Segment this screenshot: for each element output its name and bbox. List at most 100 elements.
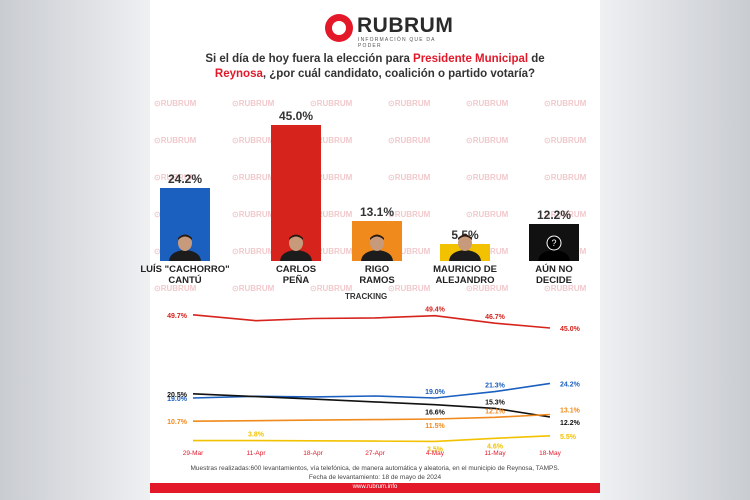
watermark-text: ⊙RUBRUM (544, 173, 587, 182)
tracking-data-label: 21.3% (485, 383, 506, 390)
watermark-text: ⊙RUBRUM (544, 100, 587, 108)
candidate-name-line: RAMOS (359, 275, 395, 286)
tracking-data-label: 5.5% (560, 434, 577, 441)
footer-url[interactable]: www.rubrum.info (352, 484, 398, 490)
candidate-name: RIGO RAMOS (327, 264, 427, 286)
tracking-line-0 (192, 314, 551, 329)
watermark-text: ⊙RUBRUM (232, 100, 275, 108)
tracking-data-label: 46.7% (485, 314, 506, 321)
tracking-data-label: 24.2% (560, 381, 581, 388)
watermark-text: ⊙RUBRUM (388, 100, 431, 108)
tracking-data-label: 20.5% (167, 392, 188, 399)
tracking-line-4 (193, 435, 551, 443)
watermark-text: ⊙RUBRUM (466, 136, 509, 145)
watermark-text: ⊙RUBRUM (232, 173, 275, 182)
candidate-name: LUÍS "CACHORRO" CANTÚ (135, 264, 235, 286)
tracking-title: TRACKING (345, 292, 388, 301)
tracking-data-label: 19.0% (167, 396, 188, 403)
candidate-name-line: MAURICIO DE (433, 264, 497, 275)
methodology-note: Muestras realizadas:600 levantamientos, … (150, 464, 600, 482)
tracking-data-label: 10.7% (167, 419, 188, 426)
watermark-text: ⊙RUBRUM (388, 247, 431, 256)
candidate-name: MAURICIO DE ALEJANDRO (415, 264, 515, 286)
candidate-name-line: CANTÚ (168, 275, 202, 286)
watermark-text: ⊙RUBRUM (310, 100, 353, 108)
tracking-line-2 (192, 393, 551, 418)
bar-value-label: 45.0% (278, 109, 314, 123)
watermark-text: ⊙RUBRUM (310, 136, 353, 145)
brand-tagline: INFORMACIÓN QUE DA PODER (358, 37, 436, 49)
methodology-line-2: Fecha de levantamiento: 18 de mayo de 20… (308, 474, 442, 481)
watermark-text: ⊙RUBRUM (232, 210, 275, 219)
watermark-text: ⊙RUBRUM (466, 210, 509, 219)
question-part-1: Si el día de hoy fuera la elección para (205, 53, 414, 65)
watermark-text: ⊙RUBRUM (310, 210, 353, 219)
tracking-data-label: 3.5% (427, 446, 444, 453)
logo-mark-icon (325, 14, 353, 42)
watermark-text: ⊙RUBRUM (310, 284, 353, 293)
watermark-text: ⊙RUBRUM (388, 284, 431, 293)
footer-bar (150, 483, 600, 493)
watermark-text: ⊙RUBRUM (154, 284, 197, 293)
candidate-name-line: AÚN NO (535, 264, 573, 275)
watermark-text: ⊙RUBRUM (154, 100, 197, 108)
question-part-3: , ¿por cuál candidato, coalición o parti… (262, 68, 536, 80)
question-highlight-office: Presidente Municipal (413, 53, 529, 65)
background-left (0, 0, 150, 500)
candidate-name-line: DECIDE (536, 275, 572, 286)
candidate-name-line: ALEJANDRO (435, 275, 495, 286)
candidate-name-line: RIGO (364, 264, 390, 275)
tracking-data-label: 12.1% (485, 408, 506, 415)
methodology-line-1: Muestras realizadas:600 levantamientos, … (190, 465, 560, 472)
svg-text:?: ? (551, 238, 556, 248)
watermark-text: ⊙RUBRUM (388, 173, 431, 182)
question-highlight-city: Reynosa (214, 68, 263, 80)
candidate-name-line: CARLOS (275, 264, 317, 275)
tracking-line-3 (192, 413, 551, 422)
bar-value-label: 24.2% (167, 171, 203, 186)
tracking-data-label: 11.5% (425, 423, 445, 430)
bar-value-label: 12.2% (536, 208, 572, 223)
tracking-data-label: 19.0% (425, 389, 446, 396)
watermark-text: ⊙RUBRUM (544, 136, 587, 145)
watermark-text: ⊙RUBRUM (466, 284, 509, 293)
watermark-text: ⊙RUBRUM (154, 173, 197, 182)
watermark-text: ⊙RUBRUM (310, 173, 353, 182)
rubrum-logo: RUBRUM INFORMACIÓN QUE DA PODER (325, 14, 453, 49)
candidate-photo (271, 233, 321, 261)
tracking-data-label: 3.8% (248, 432, 265, 439)
watermark-text: ⊙RUBRUM (544, 210, 587, 219)
watermark-text: ⊙RUBRUM (388, 210, 431, 219)
watermark-text: ⊙RUBRUM (310, 247, 353, 256)
candidate-name-line: LUÍS "CACHORRO" (140, 264, 230, 275)
candidate-name: CARLOS PEÑA (246, 264, 346, 286)
candidate-name-line: PEÑA (282, 275, 310, 286)
watermark-text: ⊙RUBRUM (232, 284, 275, 293)
watermark-text: ⊙RUBRUM (544, 284, 587, 293)
question-part-2: de (528, 53, 545, 65)
watermark-text: ⊙RUBRUM (232, 136, 275, 145)
tracking-x-tick: 18-Apr (303, 450, 323, 457)
undecided-silhouette-icon: ? (529, 233, 579, 261)
poll-question: Si el día de hoy fuera la elección para … (150, 52, 600, 82)
tracking-data-label: 4.6% (487, 443, 504, 450)
bar-value-label: 13.1% (359, 205, 395, 220)
tracking-data-label: 45.0% (560, 326, 581, 333)
watermark-text: ⊙RUBRUM (154, 136, 197, 145)
tracking-x-tick: 4-May (426, 450, 445, 457)
watermark-text: ⊙RUBRUM (466, 100, 509, 108)
candidate-photo (440, 233, 490, 261)
brand-name: RUBRUM (357, 14, 454, 37)
tracking-x-tick: 11-May (484, 450, 506, 457)
watermark-text: ⊙RUBRUM (232, 247, 275, 256)
tracking-data-label: 15.3% (485, 399, 506, 406)
tracking-x-tick: 29-Mar (183, 450, 204, 457)
tracking-x-tick: 18-May (539, 450, 561, 457)
background-right (600, 0, 750, 500)
tracking-x-tick: 27-Apr (365, 450, 385, 457)
tracking-data-label: 13.1% (560, 408, 581, 415)
watermark-text: ⊙RUBRUM (466, 173, 509, 182)
tracking-data-label: 12.2% (560, 420, 581, 427)
watermark-text: ⊙RUBRUM (388, 136, 431, 145)
tracking-line-chart: 49.7% 49.4% 46.7% 45.0% 19.0% 19.0% 21.3% 24.2%… (167, 307, 581, 457)
